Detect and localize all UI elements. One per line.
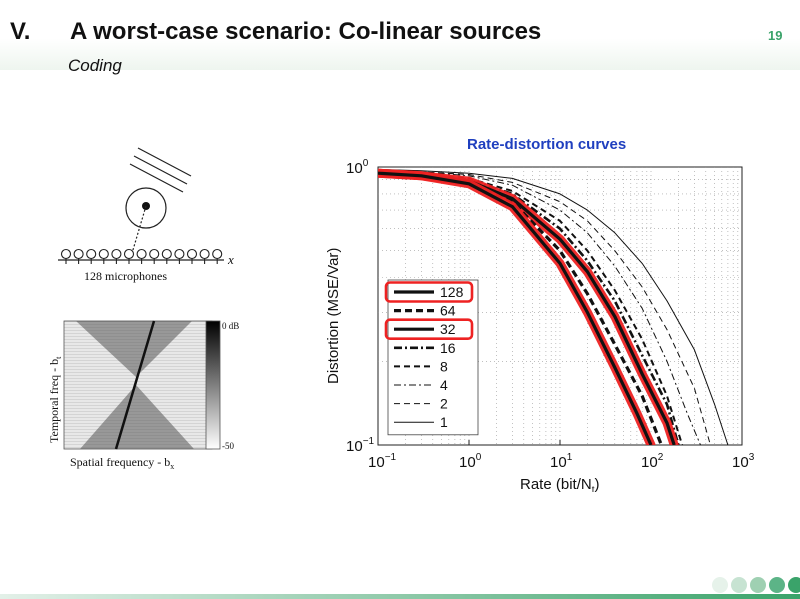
microphones-caption: 128 microphones — [84, 269, 167, 283]
progress-dot — [788, 577, 800, 593]
microphone-icon — [212, 248, 223, 260]
spectrum-ylabel-sub: t — [54, 356, 63, 359]
progress-dot — [731, 577, 747, 593]
footer-bar — [0, 594, 800, 599]
spatial-spectrum-figure: 0 dB -50 Temporal freq - bt Spatial freq… — [47, 320, 239, 471]
rate-distortion-chart: 10−1 100 101 102 103 100 10−1 128 64 32 16 8 4 2 1 Ra… — [325, 158, 755, 492]
progress-dot — [769, 577, 785, 593]
legend-highlight-box — [384, 318, 474, 340]
spectrum-ylabel: Temporal freq - bt — [47, 356, 63, 443]
microphone-icon — [174, 248, 185, 260]
series-lines — [378, 168, 729, 445]
spectrum-diagonal — [114, 320, 156, 450]
colorbar-top-label: 0 dB — [222, 321, 239, 331]
x-tick-label: 102 — [641, 452, 664, 471]
legend-label-4: 4 — [440, 377, 448, 393]
page-number: 19 — [768, 28, 783, 43]
progress-dot — [712, 577, 728, 593]
microphone-icon — [136, 248, 147, 260]
axis-ticks: 10−1 100 101 102 103 100 10−1 — [346, 158, 755, 471]
x-tick-label: 10−1 — [368, 452, 397, 471]
legend-highlight-box — [384, 281, 474, 303]
legend-label-64: 64 — [440, 303, 456, 319]
y-tick-label: 10−1 — [346, 436, 375, 455]
spectrum-xlabel-sub: x — [170, 462, 174, 471]
series-line-8 — [378, 170, 684, 445]
slide-title: A worst-case scenario: Co-linear sources — [70, 18, 542, 45]
colorbar — [205, 320, 221, 450]
series-line-128 — [378, 171, 653, 445]
x-axis-label-end: ) — [594, 476, 599, 492]
series-line-2 — [378, 170, 711, 445]
chart-title: Rate-distortion curves — [467, 136, 627, 153]
legend-label-128: 128 — [440, 284, 464, 300]
x-tick-label: 103 — [732, 452, 755, 471]
spectrum-ylabel-main: Temporal freq - b — [47, 359, 61, 443]
microphone-icon — [123, 248, 135, 260]
x-axis-label: Rate (bit/Nt) — [520, 476, 599, 492]
legend-label-8: 8 — [440, 358, 448, 374]
microphone-icon — [98, 248, 109, 260]
spectrum-cone-lower — [80, 385, 194, 449]
array-geometry-figure: x 128 microphones — [58, 147, 234, 283]
source-circle — [125, 187, 167, 229]
wavefront-lines — [129, 147, 192, 193]
spectrum-xlabel-main: Spatial frequency - b — [70, 455, 170, 469]
microphone-icon — [86, 248, 97, 260]
legend-label-32: 32 — [440, 321, 456, 337]
progress-dots — [712, 577, 800, 593]
x-tick-label: 101 — [550, 452, 573, 471]
legend-box — [387, 279, 479, 436]
progress-dot — [750, 577, 766, 593]
slide-subtitle: Coding — [68, 56, 122, 75]
x-axis-label-sub: t — [592, 485, 595, 492]
x-tick-label: 100 — [459, 452, 482, 471]
legend-label-1: 1 — [440, 414, 448, 430]
microphone-icon — [186, 248, 198, 260]
legend-label-16: 16 — [440, 340, 456, 356]
microphone-icon — [60, 248, 72, 260]
spectrum-cone-upper — [76, 321, 192, 377]
y-axis-label: Distortion (MSE/Var) — [325, 248, 342, 384]
microphone-icon — [73, 248, 84, 260]
microphone-icon — [111, 248, 122, 260]
section-number: V. — [10, 18, 31, 45]
microphone-icon — [161, 248, 172, 260]
series-line-1 — [378, 168, 729, 445]
y-tick-label: 100 — [346, 158, 369, 177]
microphone-array — [60, 248, 223, 264]
header-band — [0, 0, 800, 70]
microphone-icon — [199, 248, 210, 260]
series-line-4 — [378, 170, 701, 445]
colorbar-bottom-label: -50 — [222, 441, 234, 451]
legend: 128 64 32 16 8 4 2 1 — [384, 279, 479, 436]
direction-line — [129, 205, 147, 261]
x-axis-label: x — [227, 252, 234, 267]
legend-label-2: 2 — [440, 396, 448, 412]
microphone-icon — [149, 248, 160, 260]
spectrum-xlabel: Spatial frequency - bx — [70, 455, 174, 471]
x-axis-label-main: Rate (bit/N — [520, 476, 592, 492]
series-group — [378, 168, 729, 445]
